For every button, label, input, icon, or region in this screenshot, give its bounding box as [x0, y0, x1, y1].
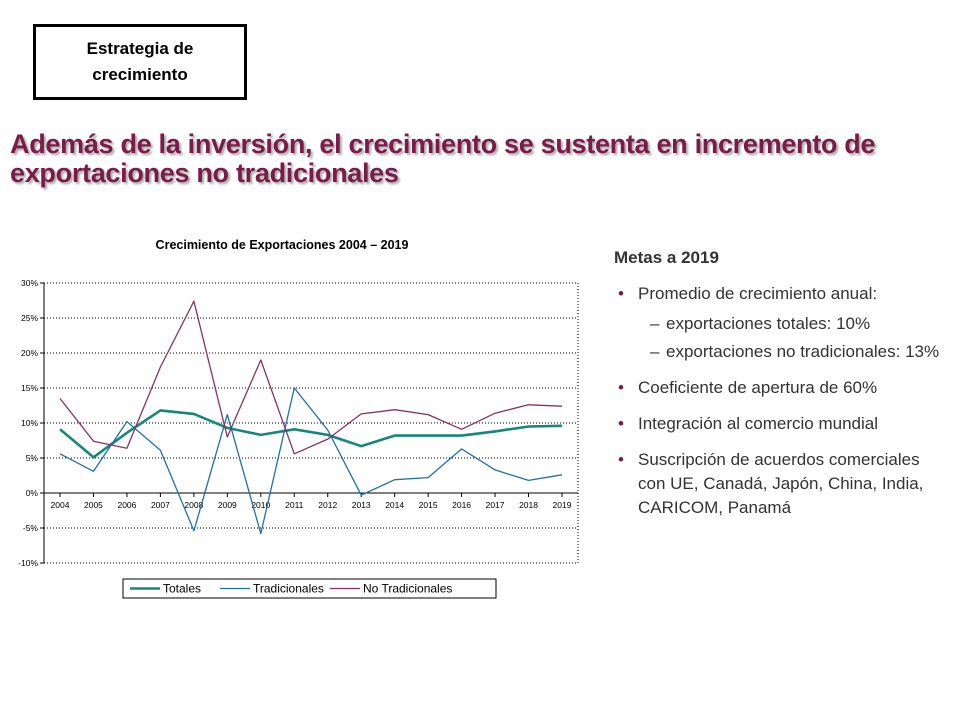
legend-label: Tradicionales [253, 582, 324, 596]
chart-title: Crecimiento de Exportaciones 2004 – 2019 [156, 238, 409, 252]
strategy-tag-line2: crecimiento [92, 65, 188, 84]
headline-line1: Además de la inversión, el crecimiento s… [10, 129, 876, 159]
legend-label: No Tradicionales [363, 582, 452, 596]
x-tick-label: 2019 [553, 500, 572, 510]
chart-gridlines [44, 282, 579, 564]
strategy-tag-box: Estrategia de crecimiento [33, 24, 247, 100]
goal-subitem: – exportaciones totales: 10% [614, 312, 944, 336]
legend-box [122, 578, 497, 599]
goal-item: • Suscripción de acuerdos comerciales con… [614, 448, 944, 520]
x-tick-label: 2010 [251, 500, 270, 510]
goals-title: Metas a 2019 [614, 248, 719, 267]
x-tick-label: 2004 [51, 500, 70, 510]
goal-text: Integración al comercio mundial [638, 414, 879, 433]
headline-line2: exportaciones no tradicionales [10, 158, 399, 188]
x-tick-label: 2016 [452, 500, 471, 510]
series-line [59, 409, 563, 459]
goal-subitem: – exportaciones no tradicionales: 13% [614, 340, 944, 364]
bullet-icon: • [618, 450, 624, 469]
y-tick-label: 20% [21, 348, 38, 358]
goal-text: Coeficiente de apertura de 60% [638, 378, 878, 397]
goal-item: • Integración al comercio mundial [614, 412, 944, 436]
goal-text: Suscripción de acuerdos comerciales con … [638, 450, 924, 517]
x-tick-label: 2014 [385, 500, 404, 510]
chart-series [59, 300, 563, 535]
x-tick-label: 2013 [352, 500, 371, 510]
y-tick-label: 0% [26, 488, 39, 498]
goal-item: • Promedio de crecimiento anual: – exportac… [614, 282, 944, 364]
goals-list: • Promedio de crecimiento anual: – exportac… [614, 282, 944, 520]
goal-item: • Coeficiente de apertura de 60% [614, 376, 944, 400]
chart-axes: -10% -5% 0% 5% 10% 15% 20% 25% 30% 2004 2005 2006 20… [18, 278, 578, 568]
series-line [59, 300, 563, 455]
bullet-icon: • [618, 378, 624, 397]
bullet-icon: • [618, 414, 624, 433]
series-tradicionales [59, 387, 563, 535]
x-tick-label: 2008 [184, 500, 203, 510]
dash-icon: – [650, 342, 660, 361]
slide-headline: Además de la inversión, el crecimiento s… [10, 130, 955, 188]
y-tick-label: -10% [18, 558, 38, 568]
goals-panel: Metas a 2019 • Promedio de crecimiento an… [614, 248, 944, 532]
bullet-icon: • [618, 284, 624, 303]
series-totales [59, 409, 563, 459]
y-tick-label: 5% [26, 453, 39, 463]
export-growth-chart: Crecimiento de Exportaciones 2004 – 2019… [18, 238, 579, 599]
y-tick-label: -5% [23, 523, 39, 533]
y-tick-label: 10% [21, 418, 38, 428]
x-tick-label: 2018 [519, 500, 538, 510]
x-tick-label: 2015 [419, 500, 438, 510]
x-tick-label: 2011 [285, 500, 304, 510]
goal-subitem-text: exportaciones totales: 10% [666, 314, 871, 333]
series-no-tradicionales [59, 300, 563, 455]
y-tick-label: 25% [21, 313, 38, 323]
dash-icon: – [650, 314, 660, 333]
x-tick-label: 2005 [84, 500, 103, 510]
x-tick-label: 2012 [318, 500, 337, 510]
y-tick-label: 15% [21, 383, 38, 393]
goal-sublist: – exportaciones totales: 10% – exportacione… [638, 312, 944, 364]
x-tick-label: 2017 [486, 500, 505, 510]
legend-label: Totales [163, 582, 201, 596]
x-tick-label: 2007 [151, 500, 170, 510]
x-tick-label: 2006 [117, 500, 136, 510]
goal-subitem-text: exportaciones no tradicionales: 13% [666, 342, 940, 361]
series-line [59, 387, 563, 535]
chart-legend: Totales Tradicionales No Tradicionales [122, 578, 497, 599]
y-tick-label: 30% [21, 278, 38, 288]
strategy-tag-line1: Estrategia de [86, 39, 194, 58]
x-tick-label: 2009 [218, 500, 237, 510]
goal-text: Promedio de crecimiento anual: [638, 284, 878, 303]
